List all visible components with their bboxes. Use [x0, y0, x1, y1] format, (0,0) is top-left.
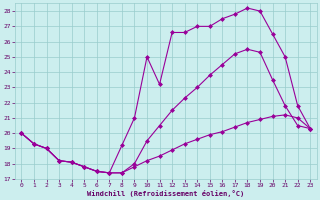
- X-axis label: Windchill (Refroidissement éolien,°C): Windchill (Refroidissement éolien,°C): [87, 190, 244, 197]
